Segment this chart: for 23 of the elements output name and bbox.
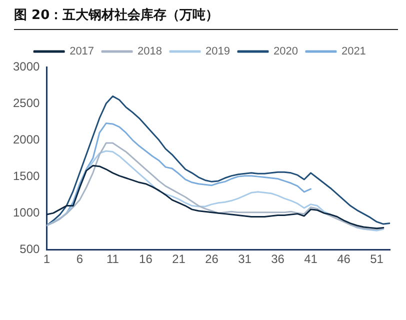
y-tick-label: 3000 (12, 59, 40, 74)
x-tick-label: 21 (172, 252, 186, 266)
x-tick-label: 16 (139, 252, 153, 266)
x-tick-label: 6 (76, 252, 84, 266)
y-tick-label: 1000 (12, 205, 40, 220)
y-tick-label: 1500 (12, 168, 40, 183)
x-tick-label: 46 (337, 252, 351, 266)
chart-title: 图 20：五大钢材社会库存（万吨） (14, 6, 398, 30)
legend-label: 2018 (138, 46, 162, 58)
x-tick-label: 1 (43, 252, 50, 266)
legend-label: 2021 (341, 46, 366, 58)
x-tick-label: 26 (205, 252, 219, 266)
y-tick-label: 2000 (12, 132, 40, 146)
x-tick-label: 11 (106, 252, 120, 266)
y-tick-label: 500 (20, 242, 40, 256)
x-tick-label: 36 (271, 252, 285, 266)
legend-label: 2017 (70, 46, 94, 58)
legend-label: 2020 (273, 46, 298, 58)
legend-label: 2019 (206, 46, 230, 58)
x-tick-label: 51 (370, 252, 384, 266)
x-tick-label: 41 (304, 252, 318, 266)
y-tick-label: 2500 (12, 96, 40, 110)
x-tick-label: 31 (238, 252, 252, 266)
